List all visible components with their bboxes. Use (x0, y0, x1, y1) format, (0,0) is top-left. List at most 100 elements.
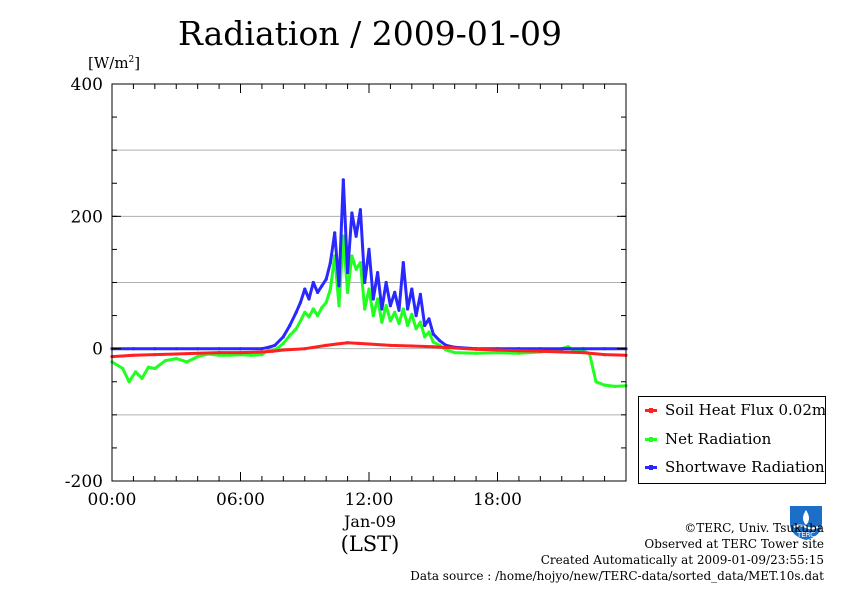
data-point (217, 351, 221, 355)
data-point (371, 314, 375, 318)
observed-text: Observed at TERC Tower site (644, 537, 824, 551)
data-point (431, 332, 435, 336)
data-point (350, 254, 354, 258)
legend-item-net-radiation: Net Radiation (645, 428, 771, 450)
x-tick-label: 12:00 (345, 490, 394, 510)
terc-logo: TERC (790, 506, 822, 540)
data-point (294, 310, 298, 314)
data-point (474, 351, 478, 355)
data-point (260, 353, 264, 357)
data-point (393, 310, 397, 314)
data-point (581, 347, 585, 351)
data-point (453, 351, 457, 355)
data-point (560, 350, 564, 354)
y-tick-label: 400 (71, 75, 103, 95)
credits: ©TERC, Univ. Tsukuba Observed at TERC To… (410, 520, 824, 584)
data-point (538, 347, 542, 351)
data-point (324, 343, 328, 347)
data-point (414, 327, 418, 331)
data-point (367, 287, 371, 291)
data-point (174, 352, 178, 356)
data-point (127, 380, 131, 384)
data-point (307, 297, 311, 301)
data-point (363, 307, 367, 311)
data-point (380, 320, 384, 324)
data-point (333, 231, 337, 235)
data-point (427, 330, 431, 334)
data-point (418, 320, 422, 324)
series-line-shortwave-radiation (112, 178, 626, 351)
data-point (431, 340, 435, 344)
data-point (495, 351, 500, 355)
data-point (388, 343, 392, 347)
data-point (335, 342, 339, 346)
data-point (316, 290, 320, 294)
y-axis-unit: [W/m2] (88, 54, 141, 72)
data-point (316, 314, 320, 318)
data-point (238, 351, 243, 355)
x-tick-label: 06:00 (216, 490, 265, 510)
data-point (185, 360, 189, 364)
data-point (121, 366, 125, 371)
x-category-label: Jan-09 (343, 512, 397, 531)
data-point (346, 290, 350, 294)
data-point (281, 348, 285, 352)
data-point (397, 321, 401, 326)
data-point (303, 310, 307, 314)
legend-item-shortwave-radiation: Shortwave Radiation (645, 456, 825, 478)
data-point (196, 355, 200, 359)
data-point (346, 341, 350, 345)
data-point (298, 319, 303, 323)
data-point (384, 304, 388, 308)
series-line-soil-heat-flux-0-02m (111, 341, 627, 359)
data-point (320, 306, 324, 310)
data-point (538, 349, 542, 353)
data-point (281, 341, 285, 345)
data-point (406, 323, 410, 328)
data-point (337, 304, 341, 308)
data-point (367, 342, 371, 346)
data-point (603, 353, 607, 357)
data-point (281, 335, 285, 339)
y-tick-label: -200 (65, 472, 103, 492)
data-point (560, 347, 564, 351)
data-point (217, 347, 221, 351)
data-point (444, 348, 448, 352)
data-point (397, 308, 401, 312)
data-point (427, 317, 431, 321)
data-point (581, 351, 585, 355)
data-point (388, 319, 392, 323)
data-point (324, 277, 328, 281)
data-point (354, 234, 358, 238)
created-text: Created Automatically at 2009-01-09/23:5… (540, 553, 824, 567)
data-point (273, 343, 277, 347)
data-point (384, 280, 388, 285)
data-point (228, 353, 232, 357)
data-point (271, 349, 275, 353)
data-point (320, 284, 324, 288)
svg-text:TERC: TERC (796, 531, 815, 539)
legend-label: Shortwave Radiation (665, 458, 825, 476)
data-point (288, 333, 292, 337)
data-point (594, 380, 598, 384)
data-point (153, 347, 157, 351)
legend: Soil Heat Flux 0.02m Net Radiation Short… (638, 396, 826, 484)
data-point (603, 347, 607, 351)
data-point (346, 271, 350, 275)
data-point (517, 351, 521, 355)
data-point (358, 261, 362, 265)
data-point (294, 327, 298, 331)
data-point (393, 290, 397, 294)
data-point (410, 287, 414, 291)
data-point (495, 348, 500, 352)
data-point (354, 267, 358, 271)
data-point (376, 271, 380, 275)
legend-label: Soil Heat Flux 0.02m (665, 401, 827, 419)
data-point (376, 297, 380, 301)
data-point (431, 345, 435, 349)
series-line-net-radiation (111, 234, 627, 388)
data-point (410, 344, 414, 348)
y-tick-label: 0 (92, 340, 103, 360)
data-point (238, 347, 243, 351)
